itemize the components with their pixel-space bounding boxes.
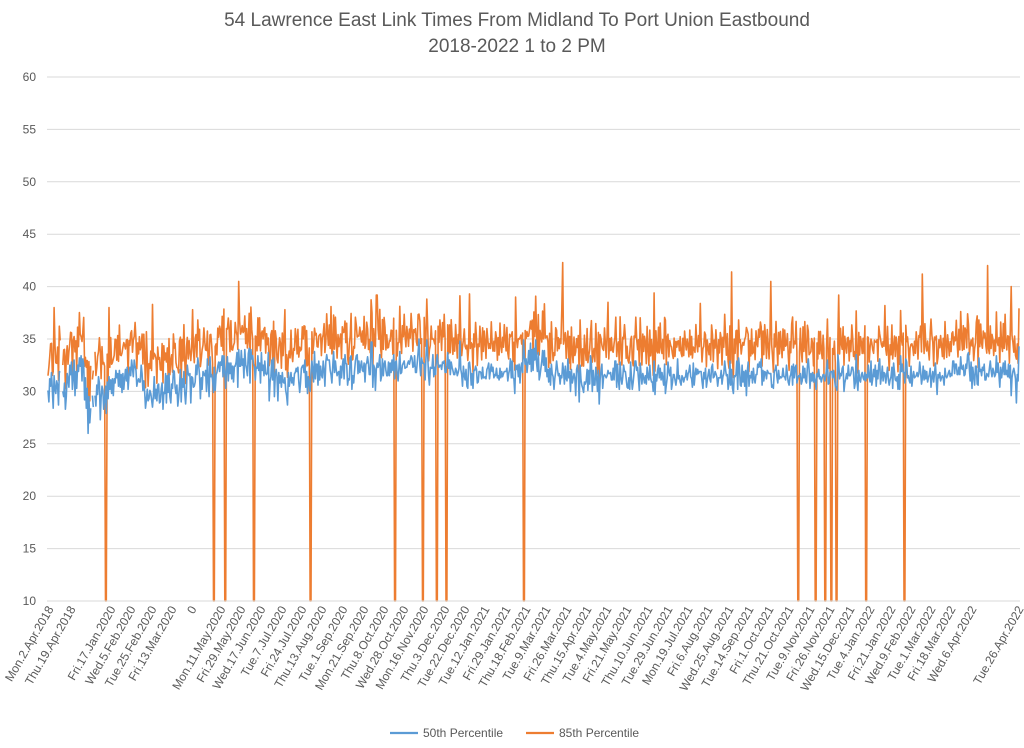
y-tick-label: 15 bbox=[23, 542, 37, 556]
y-tick-label: 25 bbox=[23, 437, 37, 451]
y-tick-label: 50 bbox=[23, 175, 37, 189]
y-tick-label: 30 bbox=[23, 384, 37, 398]
y-tick-label: 55 bbox=[23, 122, 37, 136]
chart-title-line-1: 54 Lawrence East Link Times From Midland… bbox=[224, 10, 810, 31]
y-tick-label: 35 bbox=[23, 332, 37, 346]
series-line-50th-percentile bbox=[47, 338, 1020, 435]
y-tick-label: 45 bbox=[23, 227, 37, 241]
x-axis-ticks: Mon.2.Apr.2018Thu.19.Apr.2018Fri.17.Jan.… bbox=[2, 603, 1024, 693]
legend: 50th Percentile 85th Percentile bbox=[390, 726, 639, 740]
chart-title: 54 Lawrence East Link Times From Midland… bbox=[224, 10, 810, 57]
legend-label-50th: 50th Percentile bbox=[423, 726, 503, 740]
legend-label-85th: 85th Percentile bbox=[559, 726, 639, 740]
x-tick-label: Tue.26.Apr.2022 bbox=[970, 603, 1024, 687]
series-line-85th-percentile bbox=[47, 261, 1020, 602]
series-lines bbox=[47, 261, 1020, 602]
y-tick-label: 20 bbox=[23, 489, 37, 503]
y-tick-label: 10 bbox=[23, 594, 37, 608]
y-tick-label: 40 bbox=[23, 280, 37, 294]
y-tick-label: 60 bbox=[23, 70, 37, 84]
chart-title-line-2: 2018-2022 1 to 2 PM bbox=[428, 36, 605, 57]
x-tick-label: 0 bbox=[184, 603, 200, 616]
y-axis-ticks: 10 15 20 25 30 35 40 45 50 55 60 bbox=[23, 70, 37, 608]
